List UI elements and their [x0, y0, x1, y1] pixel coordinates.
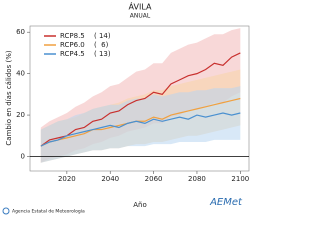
legend-label: RCP6.0 [60, 41, 85, 49]
series-line [40, 97, 241, 147]
legend-label: RCP8.5 [60, 32, 85, 40]
legend-count: ( 14) [94, 32, 111, 40]
legend-count: ( 6) [94, 41, 109, 49]
y-tick-label: 20 [16, 111, 25, 119]
series-line [40, 52, 241, 147]
x-tick-label: 2040 [101, 175, 119, 183]
legend-label: RCP4.5 [60, 50, 85, 58]
chart-title: ÁVILA [129, 1, 152, 12]
chart: ÁVILA ANUAL Cambio en días cálidos (%) A… [2, 1, 250, 215]
y-tick-label: 0 [21, 153, 25, 161]
y-tick-label: 40 [16, 70, 25, 78]
series-line [40, 112, 241, 147]
x-tick-label: 2080 [188, 175, 206, 183]
x-tick-label: 2100 [231, 175, 249, 183]
uncertainty-band [40, 86, 241, 163]
x-tick-label: 2060 [145, 175, 163, 183]
y-axis-label: Cambio en días cálidos (%) [5, 50, 13, 145]
footer-icon [2, 207, 10, 215]
x-axis-label: Año [133, 201, 147, 209]
y-tick-label: 60 [16, 28, 25, 36]
chart-subtitle: ANUAL [130, 13, 151, 20]
legend-count: ( 13) [94, 50, 111, 58]
logo: AEMet [209, 197, 243, 208]
x-tick-label: 2020 [58, 175, 76, 183]
footer-text: Agencia Estatal de Meteorología [12, 208, 85, 215]
